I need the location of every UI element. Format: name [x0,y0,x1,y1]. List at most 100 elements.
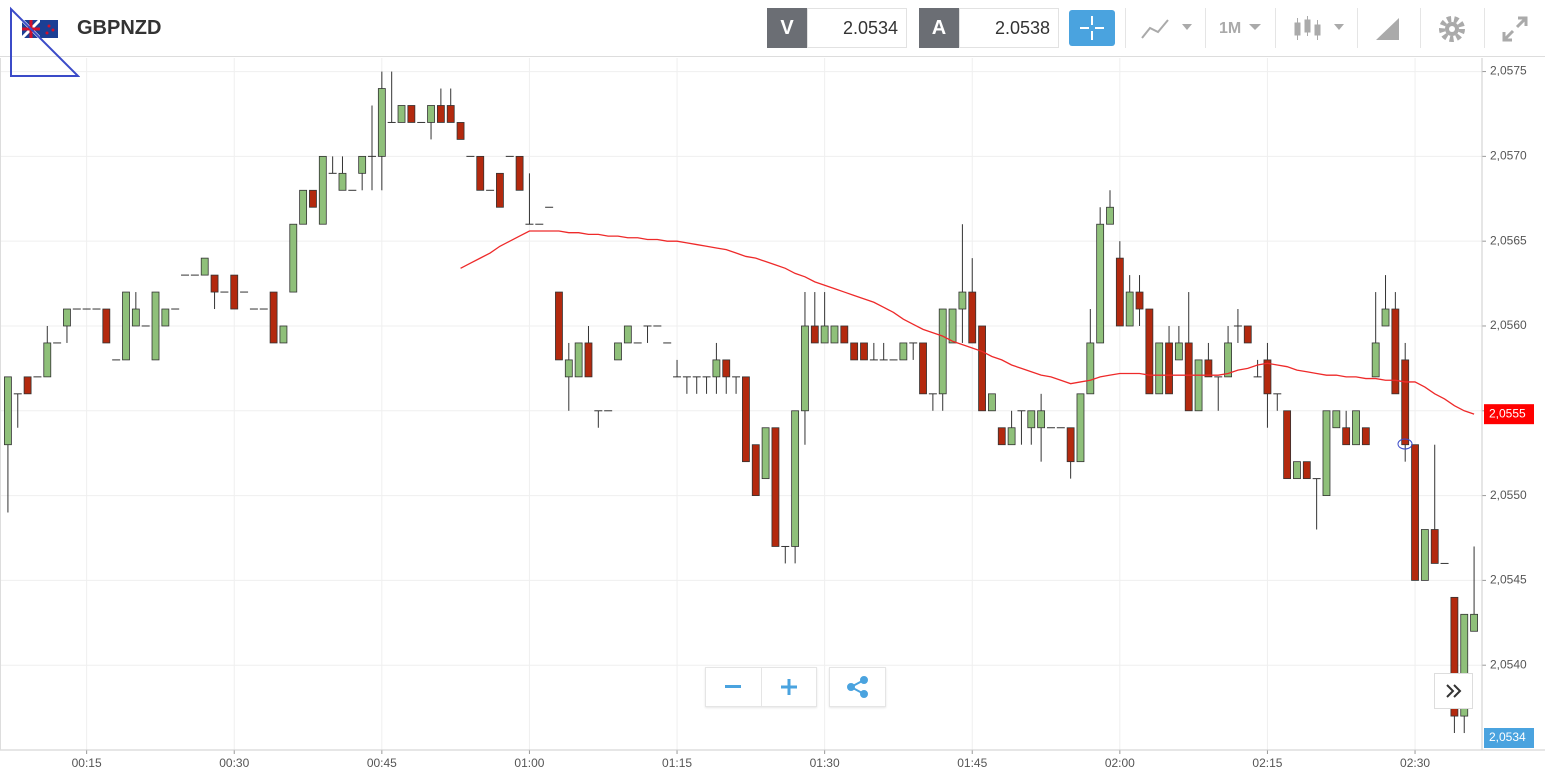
y-tick-label: 2,0540 [1490,657,1527,671]
chart: 2,0540 2,0545 2,0550 2,0555 2,0560 2,0565 2,05… [0,58,1545,770]
candle-body [801,325,809,412]
candle-body [830,325,839,344]
candle-body [122,291,130,361]
zoom-out-button[interactable] [706,668,762,706]
candle-body [1086,342,1095,395]
candle-body [1332,410,1341,429]
candle-body [840,325,849,344]
candle-body [1263,359,1272,395]
candle-body [1470,613,1478,632]
candle-body [427,105,435,123]
bid-price[interactable]: 2.0534 [807,8,907,48]
ask-price[interactable]: 2.0538 [959,8,1059,48]
candle-body [988,393,996,412]
candle-body [299,189,308,225]
y-tick-label: 2,0575 [1490,64,1527,78]
candle-body [1430,529,1439,564]
price-tag-label: 2,0555 [1489,406,1526,420]
zoom-controls [705,667,817,707]
candle-body [1155,342,1164,395]
candle-body [810,325,819,344]
price-tag [1484,728,1534,748]
draw-tool-button[interactable] [1373,14,1403,44]
candle-body [1066,427,1075,463]
x-tick-label: 00:30 [219,756,249,770]
candle-body [1096,223,1105,344]
x-tick-label: 00:15 [72,756,102,770]
candle-body [712,359,721,378]
candle-body [151,291,160,361]
candle-body [751,444,760,496]
candle-body [997,427,1006,446]
candle-body [377,88,386,157]
candle-body [358,155,367,174]
candle-body [43,342,52,378]
candle-body [771,427,780,547]
candle-body [269,291,278,344]
settings-button[interactable] [1437,14,1467,44]
candle-body [1352,410,1360,446]
symbol: GBPNZD [77,17,162,39]
candle-body [436,105,445,123]
candle-body [309,189,317,208]
candle-body [860,342,868,361]
candle-body [899,342,908,361]
share-button[interactable] [829,667,886,707]
candle-type-button[interactable] [1292,14,1352,44]
y-tick-label: 2,0565 [1490,233,1527,247]
y-tick-label: 2,0560 [1490,318,1527,332]
candle-body [1135,291,1144,310]
separator [1420,8,1421,48]
separator [1357,8,1358,48]
candle-body [23,376,32,395]
candle-body [1007,427,1016,446]
candle-body [978,325,986,412]
candle-body [397,105,406,123]
moving-average-line [460,230,1475,415]
candle-body [1411,444,1419,581]
candle-body [318,155,327,225]
chart-type-button[interactable] [1138,14,1198,44]
candle-body [1106,206,1114,225]
candle-body [938,308,947,395]
candle-body [1027,410,1036,429]
candle-body [1342,427,1351,446]
ask-label[interactable]: A [919,8,959,48]
candle-body [289,223,298,293]
candle-body [279,325,288,344]
timeframe-button[interactable]: 1M [1219,20,1242,37]
candle-body [131,308,140,327]
separator [1125,8,1126,48]
candle-body [564,359,573,378]
candle-body [1420,529,1429,581]
candle-body [1174,342,1183,361]
candle-body [614,342,622,361]
candle-body [200,257,209,276]
candle-body [210,274,219,293]
header: GBPNZD V 2.0534 A 2.0538 1M [0,0,1545,57]
scroll-end-button[interactable] [1434,673,1473,709]
x-tick-label: 00:45 [367,756,397,770]
candle-body [476,155,485,191]
candle-body [1224,342,1232,378]
x-tick-label: 01:15 [662,756,692,770]
candle-body [1115,257,1124,327]
candle-body [791,410,800,547]
candle-body [1381,308,1390,327]
fullscreen-button[interactable] [1500,14,1530,44]
bid-label[interactable]: V [767,8,807,48]
x-tick-label: 02:30 [1400,756,1430,770]
candle-body [1243,325,1252,344]
crosshair-button[interactable] [1069,10,1115,46]
candle-body [1302,461,1311,480]
x-tick-label: 01:30 [810,756,840,770]
candle-body [919,342,927,395]
candle-body [1165,342,1173,395]
price-tag [1484,404,1534,425]
zoom-in-button[interactable] [762,668,817,706]
x-tick-label: 02:00 [1105,756,1135,770]
dropdown-arrow [1249,24,1261,30]
separator [1484,8,1485,48]
candle-body [1460,613,1469,717]
